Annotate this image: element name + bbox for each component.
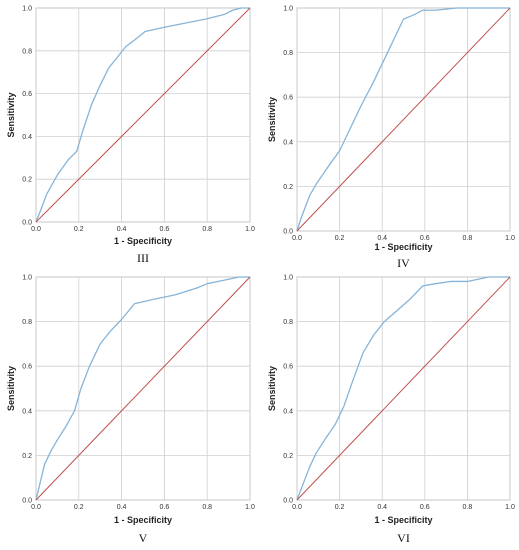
y-tick-label: 0.4 [283, 408, 293, 415]
y-tick-label: 0.8 [22, 48, 32, 55]
y-axis-label: Sensitivity [6, 366, 16, 411]
x-axis-label: 1 - Specificity [114, 236, 172, 246]
roc-curve [296, 7, 510, 232]
y-tick-label: 0.2 [22, 453, 32, 460]
y-tick-label: 0.2 [22, 177, 32, 184]
roc-curve [296, 276, 510, 501]
y-tick-label: 0.4 [283, 139, 293, 146]
y-tick-label: 0.4 [22, 134, 32, 141]
roc-panel-3: 0.0 0.2 0.4 0.6 0.8 1.0 0.0 0.2 0.4 0.6 0.8 1.0 1 - … [6, 275, 255, 546]
roc-panel-4: 0.0 0.2 0.4 0.6 0.8 1.0 0.0 0.2 0.4 0.6 0.8 1.0 1 - … [267, 275, 515, 546]
x-tick-label: 0.4 [117, 226, 127, 233]
x-tick-label: 0.8 [202, 226, 212, 233]
y-tick-label: 0.8 [283, 50, 293, 57]
reference-diagonal [296, 276, 511, 501]
y-tick-label: 0.8 [283, 319, 293, 326]
reference-diagonal [35, 276, 251, 501]
x-tick-label: 0.6 [420, 504, 430, 511]
y-tick-label: 1.0 [22, 275, 32, 282]
x-tick-label: 0.0 [31, 504, 41, 511]
y-tick-label: 0.2 [283, 453, 293, 460]
y-tick-label: 0.8 [22, 319, 32, 326]
y-tick-label: 0.6 [283, 95, 293, 102]
y-tick-label: 0.6 [283, 364, 293, 371]
x-tick-label: 0.4 [117, 504, 127, 511]
y-tick-label: 0.4 [22, 408, 32, 415]
panel-label: IV [397, 256, 410, 270]
roc-panel-1: 0.0 0.2 0.4 0.6 0.8 1.0 0.0 0.2 0.4 0.6 0.8 1.0 1 - … [6, 6, 255, 266]
y-axis-label: Sensitivity [6, 92, 16, 137]
x-axis-label: 1 - Specificity [114, 515, 172, 525]
panel-label: V [139, 531, 148, 545]
y-tick-label: 0.0 [22, 220, 32, 227]
y-tick-label: 0.0 [22, 498, 32, 505]
x-tick-label: 0.4 [377, 504, 387, 511]
x-tick-label: 1.0 [505, 504, 515, 511]
panel-label: VI [397, 531, 410, 545]
x-tick-label: 0.2 [335, 504, 345, 511]
panel-label: III [137, 251, 149, 265]
x-tick-label: 1.0 [245, 504, 255, 511]
reference-diagonal [35, 7, 251, 223]
x-axis-label: 1 - Specificity [374, 242, 432, 252]
y-axis-label: Sensitivity [267, 366, 277, 411]
y-tick-label: 0.2 [283, 184, 293, 191]
y-tick-label: 1.0 [22, 6, 32, 13]
x-tick-label: 0.2 [74, 226, 84, 233]
reference-diagonal [296, 7, 511, 232]
y-tick-label: 0.0 [283, 498, 293, 505]
roc-curve [35, 276, 250, 501]
x-tick-label: 0.0 [292, 504, 302, 511]
x-tick-label: 0.0 [31, 226, 41, 233]
y-tick-label: 1.0 [283, 6, 293, 13]
y-axis-label: Sensitivity [267, 97, 277, 142]
x-tick-label: 1.0 [245, 226, 255, 233]
roc-curve [35, 7, 250, 223]
x-tick-label: 1.0 [505, 235, 515, 242]
y-tick-label: 0.6 [22, 91, 32, 98]
x-tick-label: 0.0 [292, 235, 302, 242]
x-tick-label: 0.2 [74, 504, 84, 511]
roc-panel-2: 0.0 0.2 0.4 0.6 0.8 1.0 0.0 0.2 0.4 0.6 0.8 1.0 1 - … [267, 6, 515, 271]
y-tick-label: 0.6 [22, 364, 32, 371]
x-tick-label: 0.6 [160, 226, 170, 233]
x-tick-label: 0.8 [463, 235, 473, 242]
x-tick-label: 0.6 [160, 504, 170, 511]
x-tick-label: 0.6 [420, 235, 430, 242]
y-tick-label: 1.0 [283, 275, 293, 282]
x-tick-label: 0.2 [335, 235, 345, 242]
y-tick-label: 0.0 [283, 229, 293, 236]
x-axis-label: 1 - Specificity [374, 515, 432, 525]
x-tick-label: 0.8 [202, 504, 212, 511]
x-tick-label: 0.8 [463, 504, 473, 511]
x-tick-label: 0.4 [377, 235, 387, 242]
